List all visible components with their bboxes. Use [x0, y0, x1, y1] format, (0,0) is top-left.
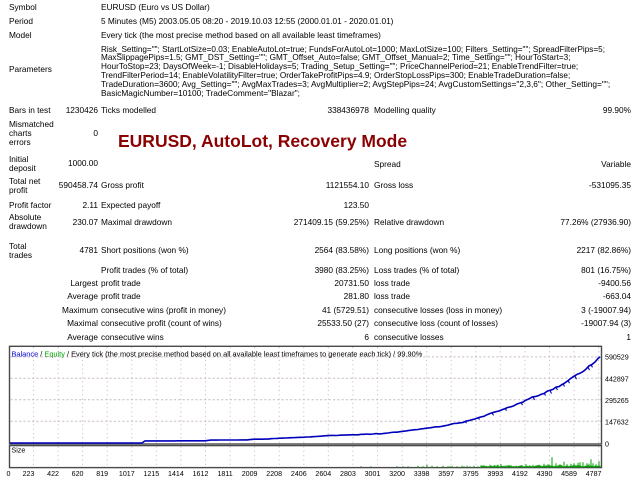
svg-text:3795: 3795: [463, 470, 479, 478]
svg-text:4192: 4192: [512, 470, 528, 478]
svg-text:422: 422: [47, 470, 59, 478]
svg-text:3597: 3597: [438, 470, 454, 478]
svg-text:3200: 3200: [389, 470, 405, 478]
svg-text:2208: 2208: [266, 470, 282, 478]
svg-text:Balance / Equity / Every tick: Balance / Equity / Every tick (the most …: [12, 350, 423, 359]
svg-text:590529: 590529: [605, 354, 629, 362]
svg-text:2009: 2009: [242, 470, 258, 478]
svg-text:819: 819: [96, 470, 108, 478]
svg-text:1017: 1017: [119, 470, 135, 478]
svg-text:1414: 1414: [168, 470, 184, 478]
svg-text:0: 0: [7, 470, 11, 478]
svg-text:1612: 1612: [193, 470, 209, 478]
svg-text:0: 0: [605, 440, 609, 448]
svg-text:3993: 3993: [487, 470, 503, 478]
svg-text:Size: Size: [12, 447, 26, 455]
svg-text:1811: 1811: [217, 470, 232, 478]
svg-text:2803: 2803: [340, 470, 356, 478]
svg-text:3001: 3001: [365, 470, 381, 478]
svg-text:147632: 147632: [605, 418, 629, 426]
svg-text:1215: 1215: [143, 470, 159, 478]
svg-text:3398: 3398: [414, 470, 430, 478]
svg-text:295265: 295265: [605, 397, 629, 405]
svg-text:620: 620: [72, 470, 84, 478]
svg-text:442897: 442897: [605, 375, 629, 383]
svg-text:223: 223: [23, 470, 35, 478]
svg-text:4390: 4390: [537, 470, 553, 478]
svg-text:2406: 2406: [291, 470, 307, 478]
svg-text:2604: 2604: [315, 470, 331, 478]
svg-text:4787: 4787: [586, 470, 602, 478]
svg-text:4589: 4589: [561, 470, 577, 478]
